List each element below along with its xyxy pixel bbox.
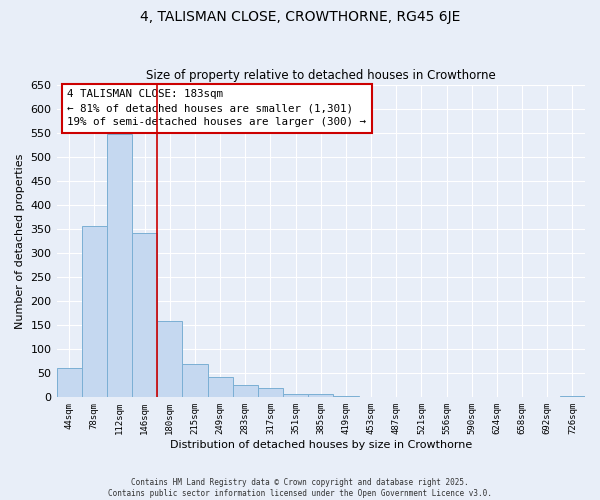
Text: Contains HM Land Registry data © Crown copyright and database right 2025.
Contai: Contains HM Land Registry data © Crown c… — [108, 478, 492, 498]
Bar — [560, 396, 585, 398]
Y-axis label: Number of detached properties: Number of detached properties — [15, 154, 25, 328]
Text: 4 TALISMAN CLOSE: 183sqm
← 81% of detached houses are smaller (1,301)
19% of sem: 4 TALISMAN CLOSE: 183sqm ← 81% of detach… — [67, 89, 366, 127]
Bar — [208, 377, 233, 398]
Title: Size of property relative to detached houses in Crowthorne: Size of property relative to detached ho… — [146, 69, 496, 82]
Text: 4, TALISMAN CLOSE, CROWTHORNE, RG45 6JE: 4, TALISMAN CLOSE, CROWTHORNE, RG45 6JE — [140, 10, 460, 24]
Bar — [56, 368, 82, 398]
Bar — [82, 226, 107, 398]
Bar — [107, 134, 132, 398]
Bar — [132, 233, 157, 398]
Bar — [334, 396, 359, 398]
Bar — [182, 364, 208, 398]
Bar — [308, 394, 334, 398]
Bar — [283, 394, 308, 398]
Bar — [157, 322, 182, 398]
X-axis label: Distribution of detached houses by size in Crowthorne: Distribution of detached houses by size … — [170, 440, 472, 450]
Bar — [233, 386, 258, 398]
Bar — [258, 388, 283, 398]
